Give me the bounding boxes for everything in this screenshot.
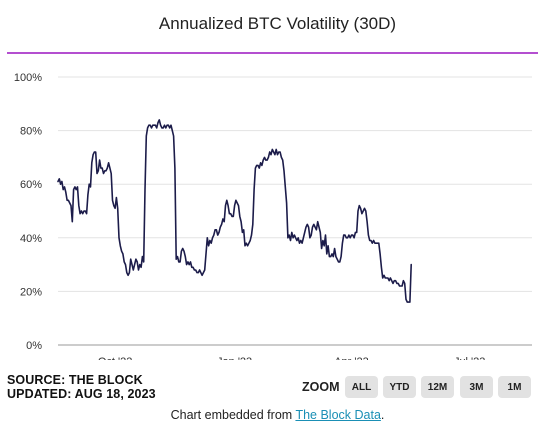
embed-prefix: Chart embedded from (170, 408, 296, 422)
title-divider (7, 52, 538, 54)
chart-title: Annualized BTC Volatility (30D) (158, 14, 397, 33)
source-text: SOURCE: THE BLOCK (7, 373, 143, 387)
x-tick-label: Oct '22 (98, 356, 133, 360)
updated-text: UPDATED: AUG 18, 2023 (7, 387, 156, 401)
embed-note: Chart embedded from The Block Data. (0, 408, 555, 422)
zoom-label: ZOOM (302, 380, 340, 394)
series-line-0 (57, 119, 412, 303)
embed-suffix: . (380, 408, 385, 422)
zoom-1m-button[interactable]: 1M (498, 376, 531, 398)
y-tick-label: 80% (20, 126, 42, 138)
zoom-all-button[interactable]: ALL (345, 376, 378, 398)
y-tick-label: 20% (20, 286, 42, 298)
source-note: SOURCE: THE BLOCK UPDATED: AUG 18, 2023 (7, 373, 156, 401)
x-axis-tick-labels: Oct '22 Jan '23 Apr '23 Jul '23 (98, 356, 486, 360)
series-layer (57, 119, 412, 303)
gridlines (58, 76, 532, 292)
y-axis-tick-labels: 0% 20% 40% 60% 80% 100% (14, 72, 42, 352)
zoom-3m-button[interactable]: 3M (460, 376, 493, 398)
the-block-data-link[interactable]: The Block Data (295, 408, 381, 422)
x-tick-label: Jan '23 (217, 356, 252, 360)
y-tick-label: 100% (14, 72, 42, 84)
x-tick-label: Jul '23 (454, 356, 485, 360)
volatility-line-chart: 0% 20% 40% 60% 80% 100% Oct '22 Jan '23 Apr '23… (14, 72, 532, 360)
y-tick-label: 0% (26, 340, 42, 352)
zoom-ytd-button[interactable]: YTD (383, 376, 416, 398)
x-tick-label: Apr '23 (334, 356, 369, 360)
y-tick-label: 60% (20, 179, 42, 191)
zoom-12m-button[interactable]: 12M (421, 376, 454, 398)
y-tick-label: 40% (20, 233, 42, 245)
